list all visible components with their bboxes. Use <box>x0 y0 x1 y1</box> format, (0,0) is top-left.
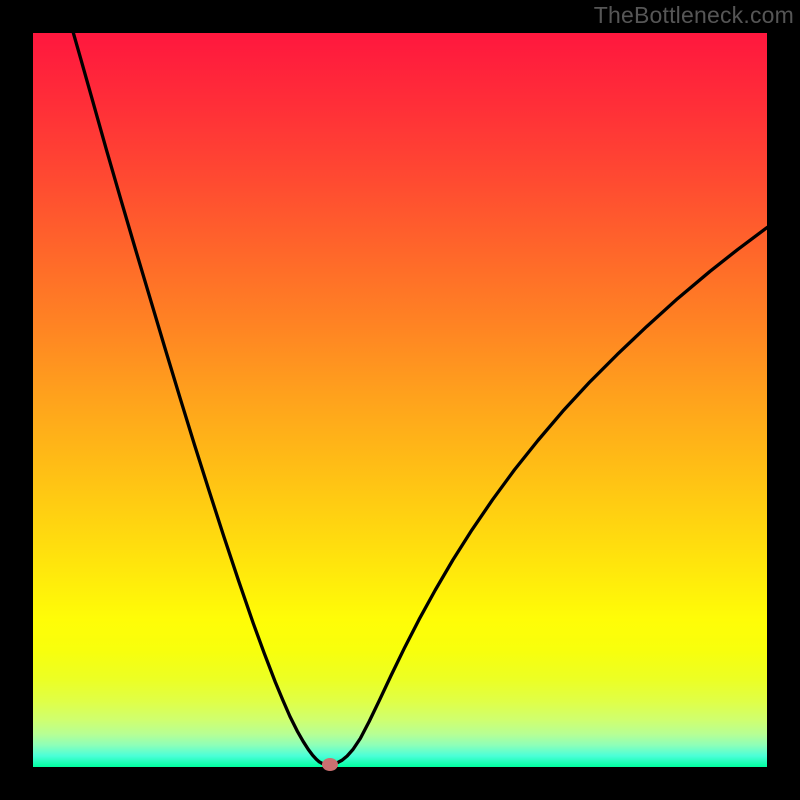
bottleneck-curve <box>33 33 767 767</box>
plot-area <box>33 33 767 767</box>
watermark-text: TheBottleneck.com <box>594 2 794 29</box>
chart-container: TheBottleneck.com <box>0 0 800 800</box>
optimal-point-marker <box>322 758 338 771</box>
